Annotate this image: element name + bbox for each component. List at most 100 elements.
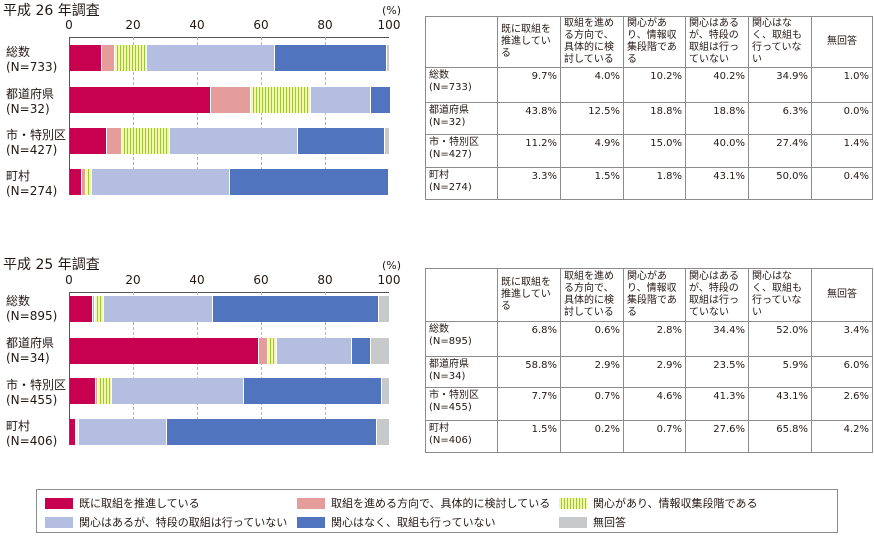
gridline: [325, 37, 326, 195]
table-row-label: 都道府県 (N=32): [425, 102, 498, 135]
table-cell: 0.6%: [560, 321, 624, 357]
legend-label: 関心はなく、取組も行っていない: [331, 516, 496, 529]
bar-segment: [102, 296, 213, 322]
table-cell: 0.7%: [623, 420, 686, 453]
gridline: [133, 37, 134, 195]
table-cell: 41.3%: [685, 387, 749, 421]
table-cell: 2.9%: [623, 356, 686, 388]
legend-swatch: [559, 516, 587, 528]
category-label: 総数 (N=895): [6, 294, 57, 324]
table-cell: 4.6%: [623, 387, 686, 421]
bar-segment: [351, 338, 370, 364]
table-cell: 40.0%: [685, 134, 749, 168]
table-cell: 0.2%: [560, 420, 624, 453]
tick-label: 60: [253, 273, 269, 287]
table-cell: 3.3%: [497, 167, 561, 200]
bar-segment: [380, 378, 389, 404]
bar-row: [70, 169, 390, 195]
legend-swatch: [297, 516, 325, 528]
y-axis-line: [69, 292, 70, 445]
table-header: 取組を進める方向で、具体的に検討している: [560, 16, 624, 68]
table-row-label: 総数 (N=895): [425, 321, 498, 357]
legend-item: 関心はなく、取組も行っていない: [297, 514, 495, 530]
table-header: 無回答: [811, 268, 873, 322]
bar-segment: [309, 87, 370, 113]
legend-swatch: [45, 516, 73, 528]
legend-item: 関心があり、情報収集段階である: [559, 495, 757, 511]
table-cell: 3.4%: [811, 321, 873, 357]
bar-segment: [91, 296, 94, 322]
category-name: 都道府県: [6, 336, 55, 350]
bar-row: [70, 45, 389, 71]
table-cell: 50.0%: [748, 167, 812, 200]
table-row: 市・特別区 (N=455) 7.7% 0.7% 4.6% 41.3% 43.1% 2.6%: [425, 387, 873, 421]
category-name: 総数: [6, 45, 31, 59]
bar-segment: [74, 419, 76, 445]
category-n: (N=34): [6, 351, 50, 365]
data-table: 既に取組を推進している 取組を進める方向で、具体的に検討している 関心があり、情報収…: [425, 16, 873, 200]
bar-segment: [166, 419, 376, 445]
table-row-label: 町村 (N=406): [425, 420, 498, 453]
bar-segment: [243, 378, 381, 404]
category-name: 総数: [6, 294, 31, 308]
table-cell: 0.7%: [560, 387, 624, 421]
tick-label: 0: [65, 18, 73, 32]
table-cell: 27.4%: [748, 134, 812, 168]
bar-segment: [70, 45, 101, 71]
category-label: 総数 (N=733): [6, 45, 57, 75]
table-cell: 1.4%: [811, 134, 873, 168]
bar-segment: [113, 45, 147, 71]
y-axis-line: [69, 37, 70, 195]
legend: 既に取組を推進している 取組を進める方向で、具体的に検討している 関心があり、情報収…: [36, 489, 838, 533]
table-header: 関心はあるが、特段の取組は行っていない: [685, 268, 749, 322]
table-row: 町村 (N=406) 1.5% 0.2% 0.7% 27.6% 65.8% 4.2%: [425, 420, 873, 453]
category-label: 都道府県 (N=32): [6, 87, 54, 117]
category-name: 町村: [6, 419, 31, 433]
table-header: 無回答: [811, 16, 873, 68]
gridline: [261, 37, 262, 195]
table-cell: 2.6%: [811, 387, 873, 421]
legend-label: 取組を進める方向で、具体的に検討している: [331, 497, 551, 510]
bar-segment: [378, 296, 389, 322]
table-cell: 4.0%: [560, 67, 624, 103]
table-cell: 0.4%: [811, 167, 873, 200]
legend-label: 関心はあるが、特段の取組は行っていない: [79, 516, 288, 529]
bar-segment: [93, 296, 103, 322]
bar-row: [70, 296, 389, 322]
table-cell: 12.5%: [560, 102, 624, 135]
tick-label: 100: [377, 18, 401, 32]
bar-segment: [70, 338, 258, 364]
gridline: [261, 292, 262, 445]
table-cell: 65.8%: [748, 420, 812, 453]
bar-segment: [369, 338, 389, 364]
table-cell: 7.7%: [497, 387, 561, 421]
chart-title: 平成 26 年調査: [3, 3, 100, 19]
bar-segment: [94, 378, 97, 404]
table-header: 関心があり、情報収集段階である: [623, 268, 686, 322]
legend-item: 既に取組を推進している: [45, 495, 200, 511]
bar-segment: [78, 419, 167, 445]
tick-label: 100: [377, 273, 401, 287]
category-name: 市・特別区: [6, 128, 67, 142]
bar-segment: [70, 378, 95, 404]
bar-segment: [105, 128, 122, 154]
bar-segment: [146, 45, 275, 71]
table-cell: 1.8%: [623, 167, 686, 200]
gridline: [197, 37, 198, 195]
table-cell: 9.7%: [497, 67, 561, 103]
category-label: 市・特別区 (N=427): [6, 128, 66, 158]
bar-segment: [70, 87, 210, 113]
table-cell: 2.9%: [560, 356, 624, 388]
bar-segment: [91, 169, 229, 195]
bar-segment: [70, 296, 92, 322]
table-cell: 34.9%: [748, 67, 812, 103]
table-cell: 23.5%: [685, 356, 749, 388]
table-corner: [425, 268, 498, 322]
category-n: (N=427): [6, 143, 58, 157]
table-cell: 2.8%: [623, 321, 686, 357]
bar-segment: [228, 169, 389, 195]
bar-row: [70, 338, 389, 364]
bar-segment: [385, 45, 389, 71]
bar-segment: [169, 128, 297, 154]
legend-item: 取組を進める方向で、具体的に検討している: [297, 495, 550, 511]
